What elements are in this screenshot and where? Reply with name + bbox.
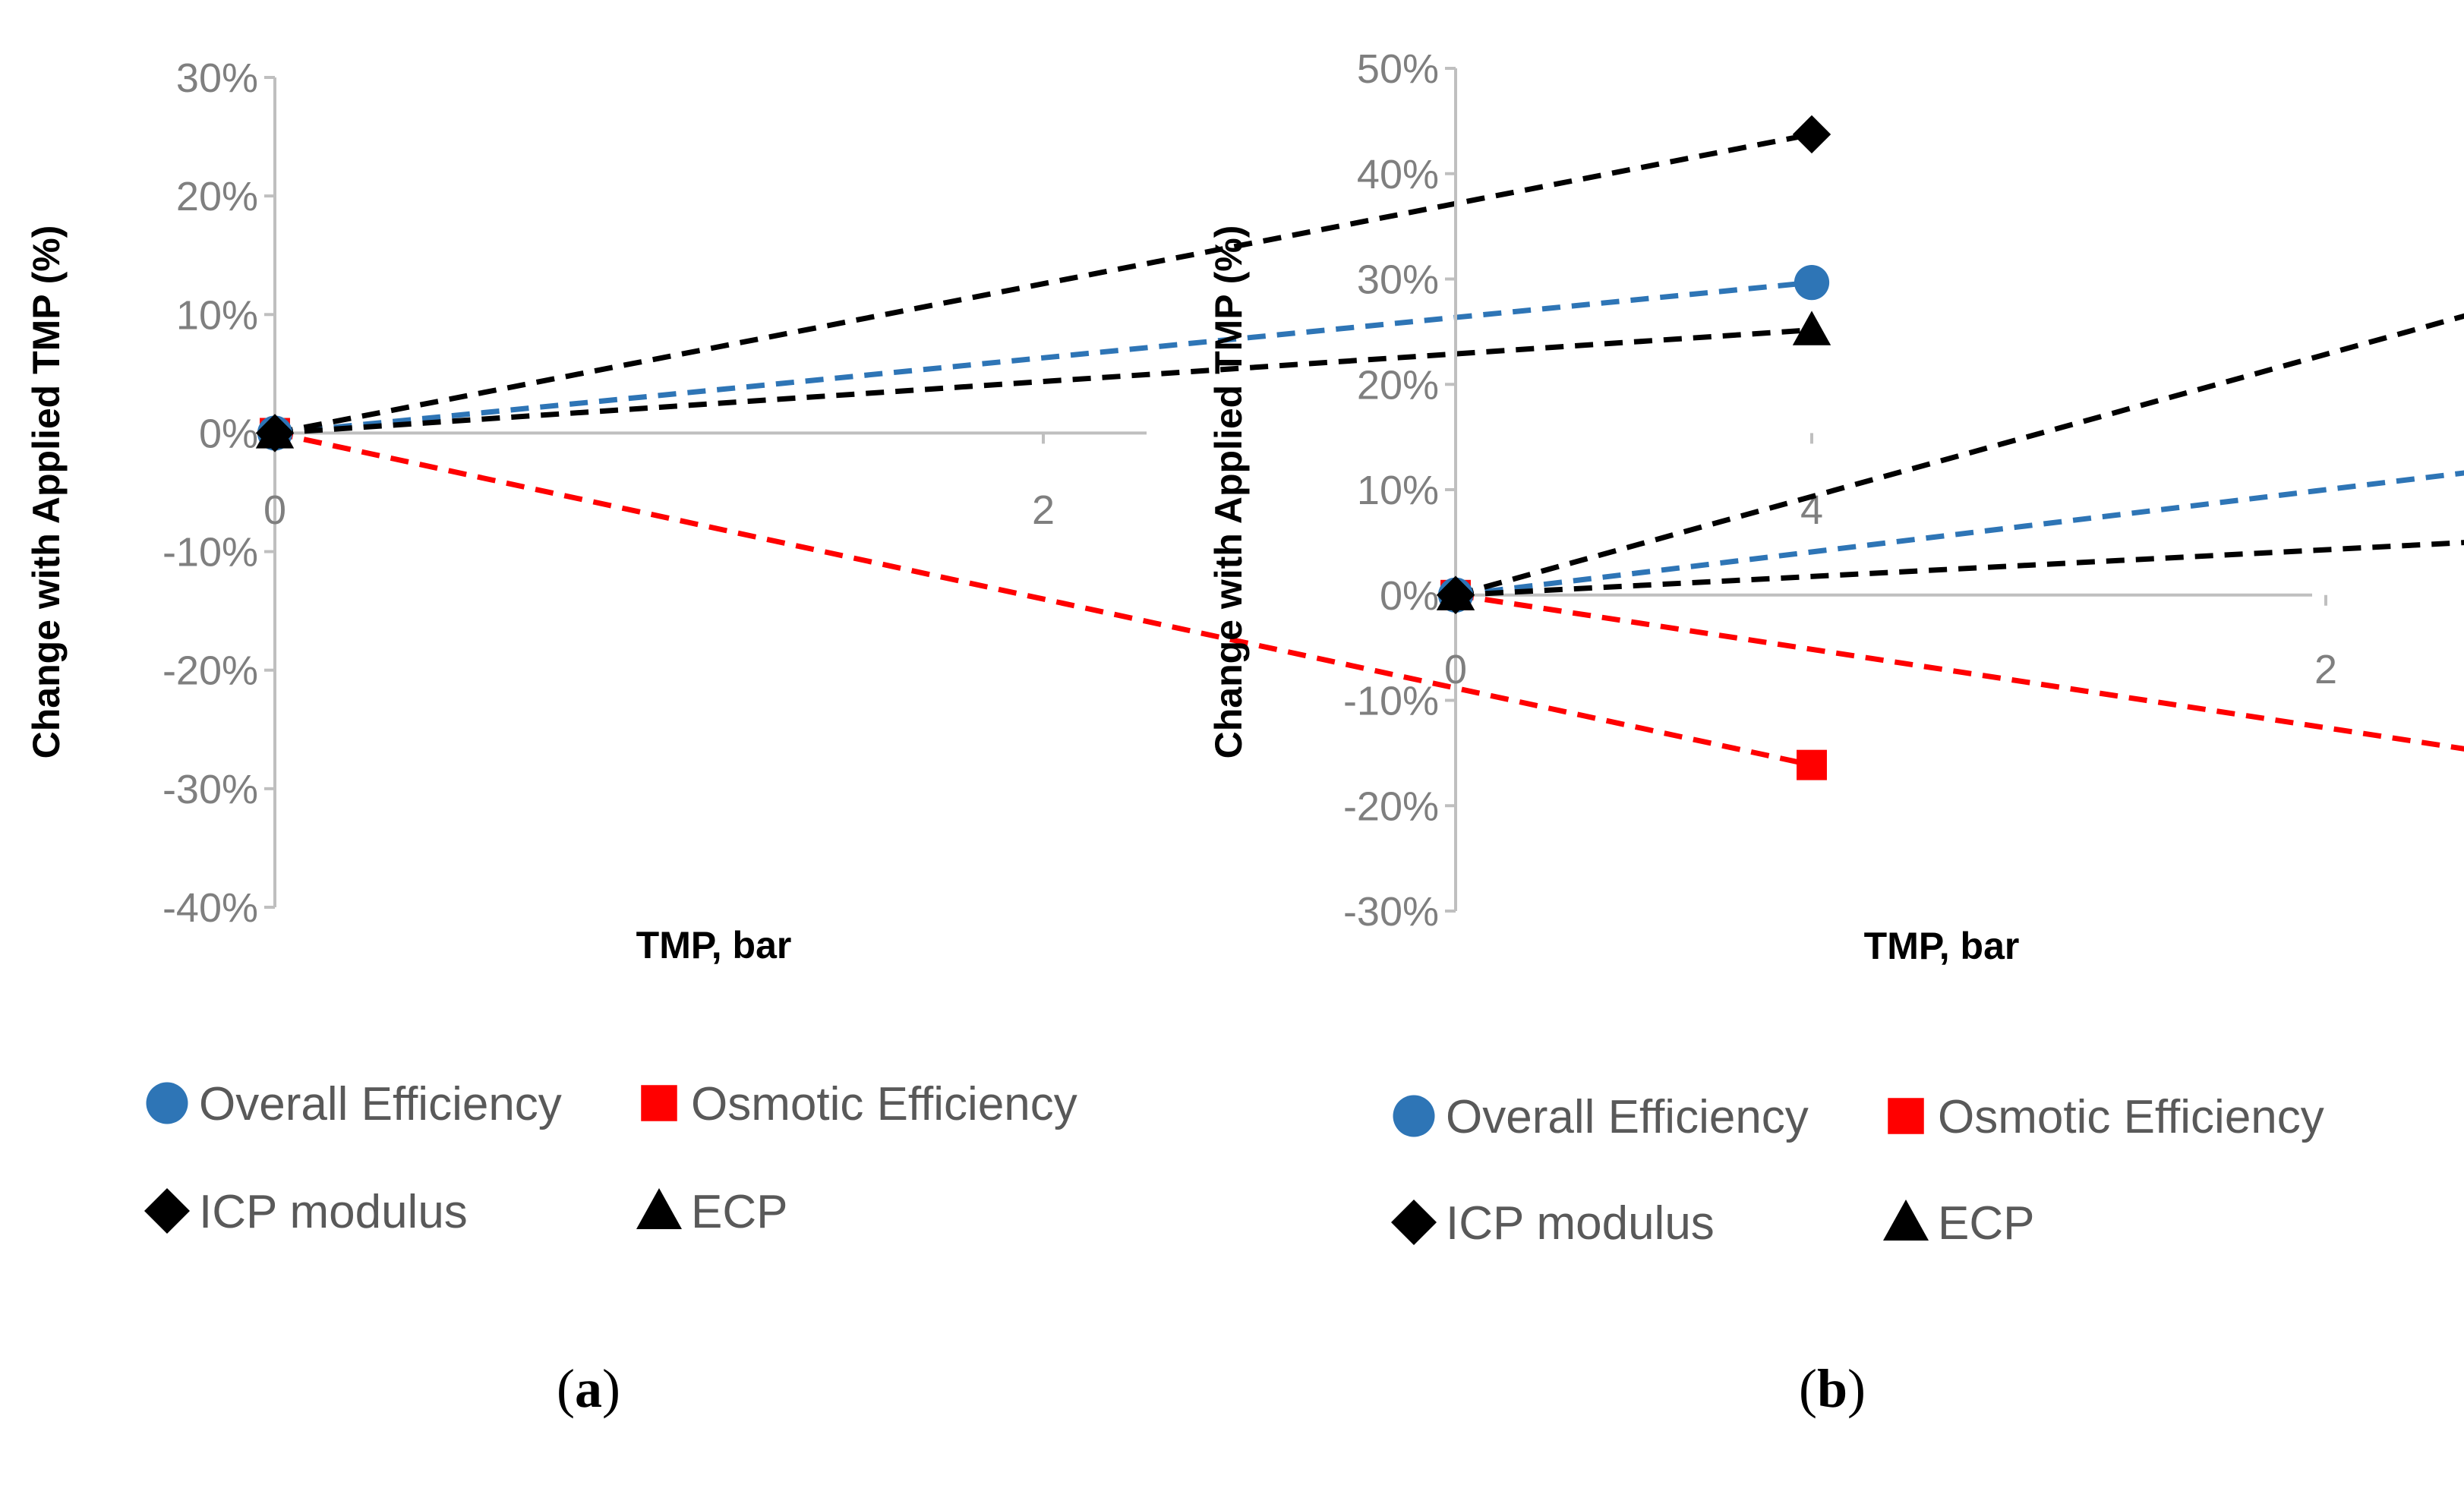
y-tick-label: 30% xyxy=(1357,257,1439,303)
x-axis-title: TMP, bar xyxy=(636,924,792,966)
legend-label: Osmotic Efficiency xyxy=(691,1078,1077,1130)
panel-label-open: ( xyxy=(1799,1358,1817,1419)
legend-label: ICP modulus xyxy=(199,1186,468,1238)
panel-label-letter: a xyxy=(575,1358,602,1419)
legend-marker xyxy=(146,1082,188,1124)
legend-item: Osmotic Efficiency xyxy=(641,1078,1077,1130)
y-tick-label: -20% xyxy=(162,648,258,694)
panel-label-open: ( xyxy=(557,1358,575,1419)
y-axis-title: Change with Applied TMP (%) xyxy=(25,225,68,759)
y-tick-label: -10% xyxy=(1343,679,1439,724)
data-point-overall-efficiency xyxy=(1794,265,1830,301)
y-tick-label: 10% xyxy=(176,292,258,338)
series-line-overall-efficiency xyxy=(274,279,1813,436)
x-axis-title: TMP, bar xyxy=(1864,925,2020,967)
series-line-ecp xyxy=(274,327,1813,436)
series-line-osmotic-efficiency xyxy=(274,430,1813,768)
data-point-icp-modulus xyxy=(1436,575,1475,614)
data-point-ecp xyxy=(1792,311,1831,345)
legend-marker xyxy=(1888,1098,1924,1134)
series-line-overall-efficiency xyxy=(1455,470,2464,598)
panel-label: (a) xyxy=(557,1358,620,1419)
legend-marker xyxy=(1883,1200,1929,1241)
y-tick-label: 50% xyxy=(1357,46,1439,92)
legend-item: Overall Efficiency xyxy=(146,1078,562,1130)
y-tick-label: 30% xyxy=(176,55,258,101)
data-point-icp-modulus xyxy=(1792,115,1831,154)
x-tick-label: 0 xyxy=(1444,647,1467,692)
legend-item: ECP xyxy=(1883,1197,2034,1250)
legend-label: ECP xyxy=(691,1186,787,1238)
legend-label: Overall Efficiency xyxy=(199,1078,562,1130)
series-line-ecp xyxy=(1455,540,2464,598)
series-line-icp-modulus xyxy=(1455,313,2464,598)
y-tick-label: -20% xyxy=(1343,783,1439,829)
legend-item: ECP xyxy=(636,1186,787,1238)
legend-marker xyxy=(1393,1095,1435,1137)
panel-label-close: ) xyxy=(1847,1358,1866,1419)
y-tick-label: -10% xyxy=(162,530,258,575)
panel-label: (b) xyxy=(1799,1358,1866,1419)
y-tick-label: 20% xyxy=(176,174,258,219)
y-tick-label: 20% xyxy=(1357,362,1439,408)
x-tick-label: 2 xyxy=(2314,647,2337,692)
series-line-icp-modulus xyxy=(274,131,1813,436)
legend-item: ICP modulus xyxy=(144,1186,468,1238)
y-tick-label: 40% xyxy=(1357,152,1439,197)
y-tick-label: 0% xyxy=(199,411,258,456)
legend-marker xyxy=(144,1188,190,1234)
legend-label: ECP xyxy=(1938,1197,2034,1250)
y-tick-label: -30% xyxy=(162,767,258,812)
series-line-osmotic-efficiency xyxy=(1455,592,2464,752)
data-point-icp-modulus xyxy=(255,414,295,452)
legend-marker xyxy=(1391,1200,1437,1245)
legend-label: Overall Efficiency xyxy=(1446,1091,1809,1143)
legend-label: Osmotic Efficiency xyxy=(1938,1091,2324,1143)
legend-marker xyxy=(636,1188,682,1229)
panel-label-close: ) xyxy=(602,1358,620,1419)
data-point-osmotic-efficiency xyxy=(1797,749,1827,780)
y-axis-title: Change with Applied TMP (%) xyxy=(1207,225,1250,759)
legend-marker xyxy=(641,1085,677,1121)
y-tick-label: -40% xyxy=(162,885,258,931)
legend-item: Overall Efficiency xyxy=(1393,1091,1809,1143)
y-tick-label: 10% xyxy=(1357,468,1439,513)
legend-item: Osmotic Efficiency xyxy=(1888,1091,2324,1143)
panel-label-letter: b xyxy=(1817,1358,1847,1419)
legend-item: ICP modulus xyxy=(1391,1197,1715,1250)
x-tick-label: 2 xyxy=(1032,487,1055,533)
legend-label: ICP modulus xyxy=(1446,1197,1715,1250)
y-tick-label: -30% xyxy=(1343,889,1439,935)
x-tick-label: 0 xyxy=(263,487,286,533)
y-tick-label: 0% xyxy=(1380,573,1439,619)
